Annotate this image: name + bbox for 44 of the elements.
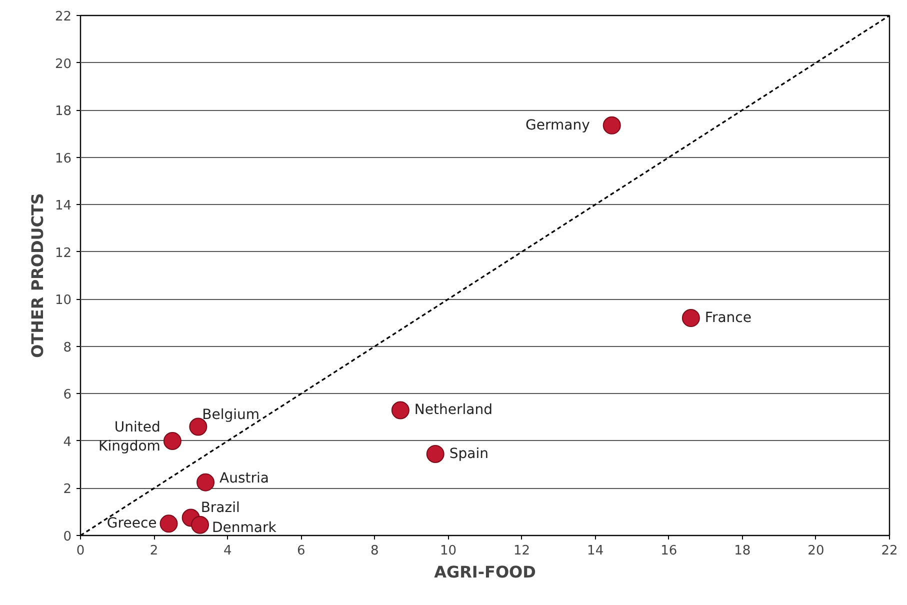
x-tick-label: 2 (150, 544, 158, 558)
annotation: United Kingdom (98, 419, 160, 455)
y-tick-label: 20 (54, 56, 72, 72)
point (191, 516, 210, 534)
point (163, 432, 182, 450)
y-tick-label: 12 (54, 246, 72, 261)
point (196, 473, 215, 492)
annotation: Greece (106, 516, 157, 532)
y-tick-label: 10 (54, 293, 72, 308)
annotation: Spain (449, 446, 488, 462)
y-tick-label: 22 (54, 10, 72, 24)
point (682, 309, 700, 328)
y-tick-label: 4 (63, 434, 72, 450)
y-tick-label: 6 (63, 388, 72, 403)
point (391, 401, 410, 420)
x-tick-label: 12 (514, 544, 530, 558)
y-tick-label: 8 (63, 340, 72, 356)
x-tick-label: 6 (297, 544, 306, 558)
annotation: Belgium (202, 406, 260, 423)
x-tick-label: 20 (808, 544, 824, 558)
y-tick-label: 14 (54, 198, 72, 214)
point (602, 116, 621, 134)
y-tick-label: 18 (54, 104, 72, 120)
y-axis-title: OTHER PRODUCTS (28, 193, 47, 358)
x-tick-label: 16 (660, 544, 678, 558)
annotation: Netherland (414, 402, 492, 418)
x-tick-label: 18 (734, 544, 751, 558)
x-axis-title: AGRI-FOOD (434, 562, 536, 582)
x-tick-label: 22 (881, 544, 898, 558)
y-tick-label: 2 (63, 482, 72, 498)
annotation: Germany (526, 117, 590, 134)
annotation: Austria (220, 470, 269, 486)
y-tick-label: 0 (63, 530, 72, 544)
point (426, 444, 444, 463)
x-tick-label: 0 (76, 544, 85, 558)
x-tick-label: 14 (587, 544, 604, 558)
point (160, 514, 178, 533)
x-tick-label: 10 (440, 544, 457, 558)
x-tick-label: 4 (223, 544, 232, 558)
annotation: Denmark (212, 520, 278, 536)
y-tick-label: 16 (54, 151, 72, 166)
annotation: France (704, 310, 752, 326)
x-tick-label: 8 (370, 544, 379, 558)
annotation: Brazil (200, 500, 240, 516)
